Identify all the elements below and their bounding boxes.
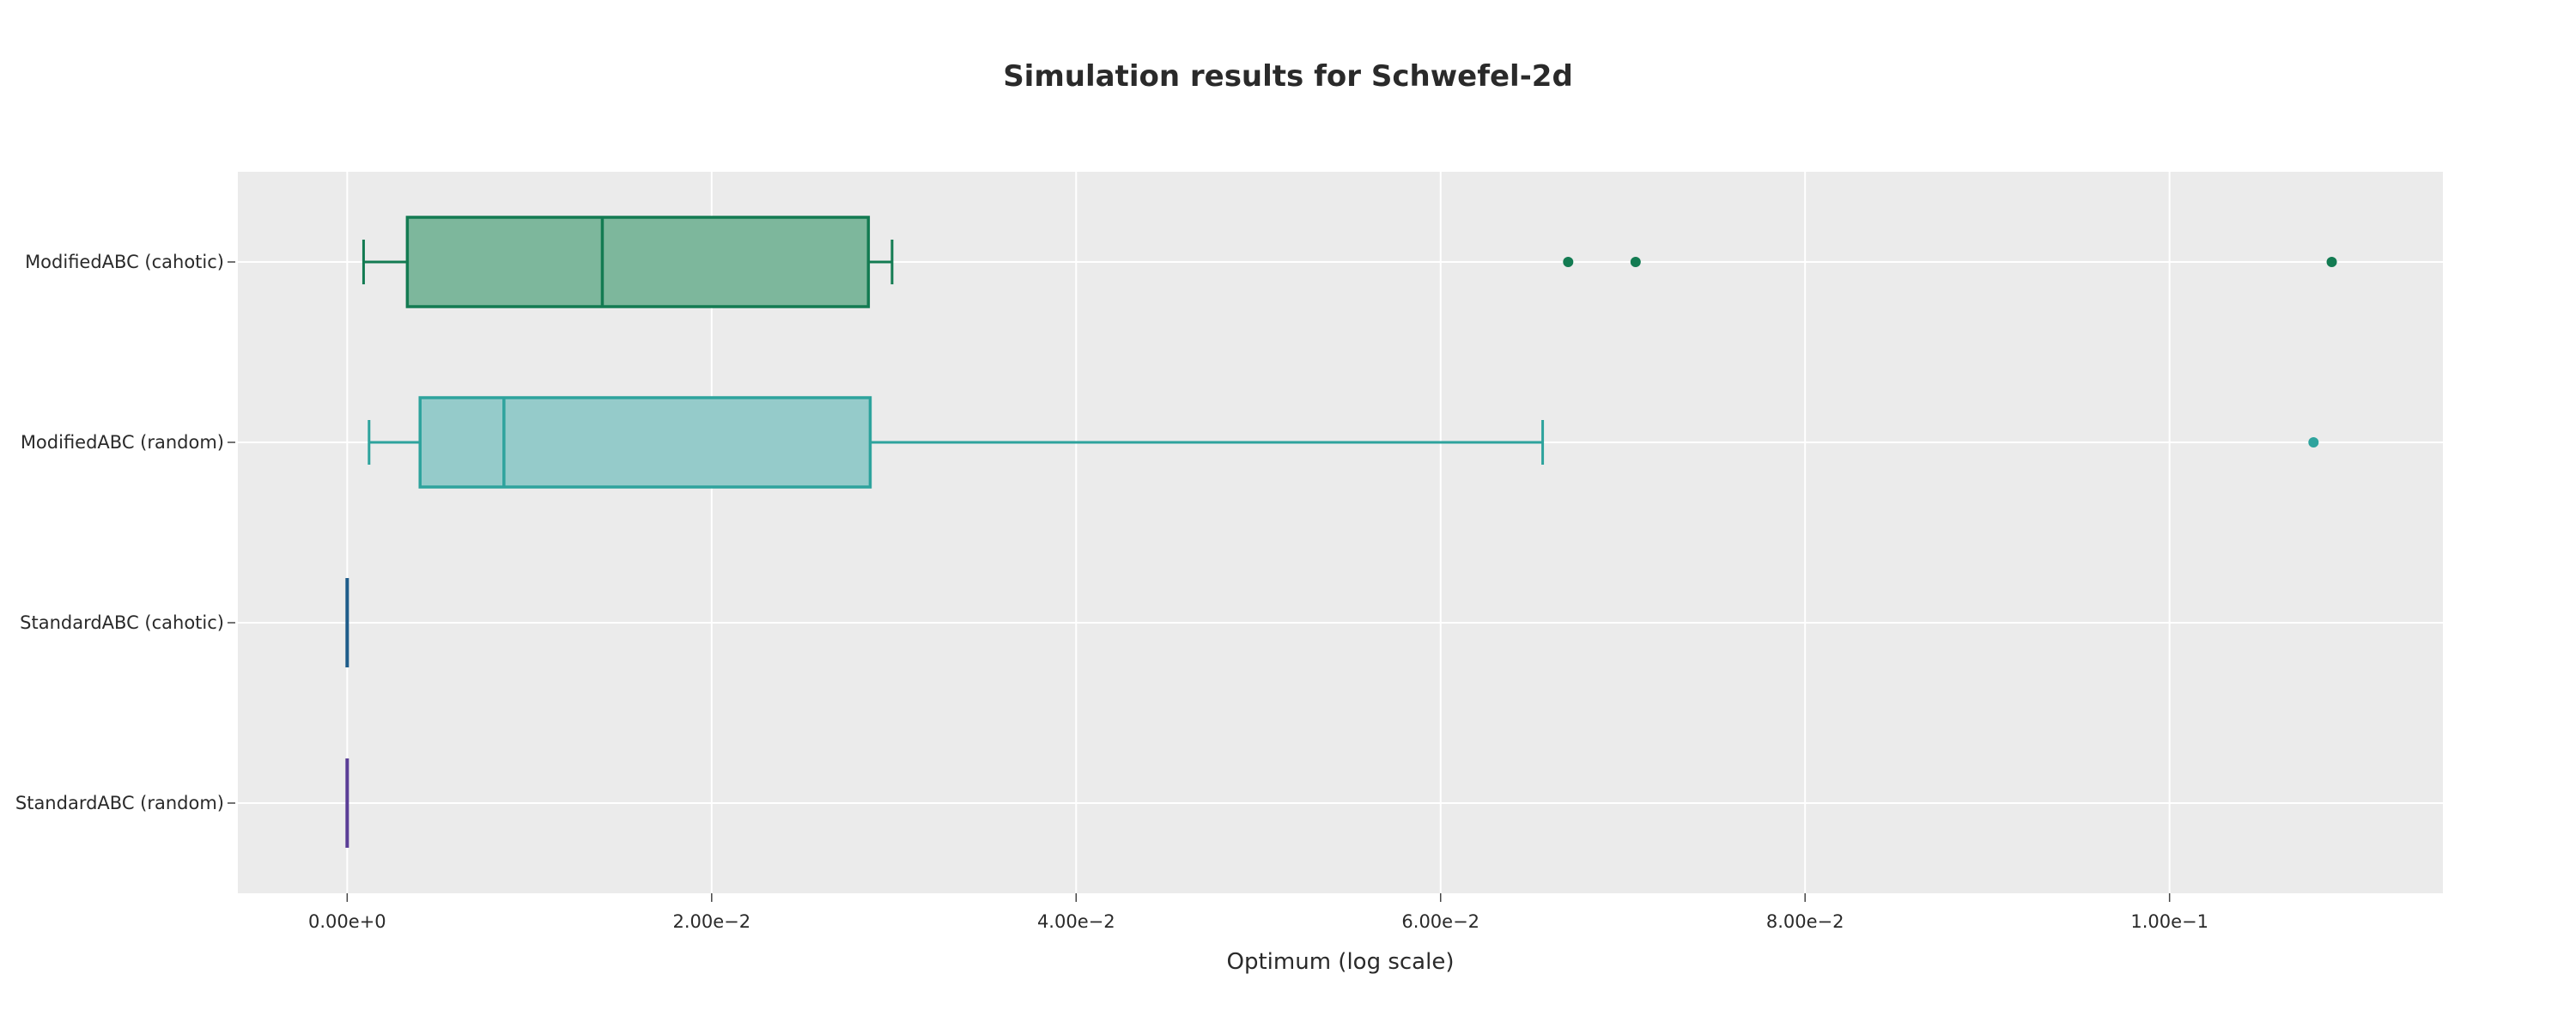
category-label: StandardABC (random)	[15, 793, 224, 813]
x-tick-label: 8.00e−2	[1766, 911, 1844, 932]
axes: 0.00e+0 2.00e−2 4.00e−2 6.00e−2 8.00e−2 1.00e…	[15, 252, 2208, 932]
box-series	[361, 216, 2337, 308]
box-marks	[345, 216, 2337, 848]
category-label: ModifiedABC (cahotic)	[25, 252, 224, 272]
outlier-point	[2308, 437, 2319, 447]
outlier-point	[1563, 257, 1574, 267]
x-tick-label: 2.00e−2	[672, 911, 750, 932]
outlier-point	[1630, 257, 1641, 267]
box-series	[368, 396, 2319, 489]
x-tick-label: 6.00e−2	[1401, 911, 1479, 932]
x-tick-label: 0.00e+0	[308, 911, 386, 932]
x-axis-title: Optimum (log scale)	[1227, 949, 1455, 975]
iqr-box	[418, 396, 872, 489]
outlier-point	[2326, 257, 2337, 267]
chart-title: Simulation results for Schwefel-2d	[1003, 59, 1573, 94]
category-label: StandardABC (cahotic)	[20, 612, 224, 633]
x-tick-label: 1.00e−1	[2130, 911, 2208, 932]
iqr-box	[405, 216, 871, 308]
x-tick-label: 4.00e−2	[1037, 911, 1115, 932]
category-label: ModifiedABC (random)	[21, 432, 224, 453]
